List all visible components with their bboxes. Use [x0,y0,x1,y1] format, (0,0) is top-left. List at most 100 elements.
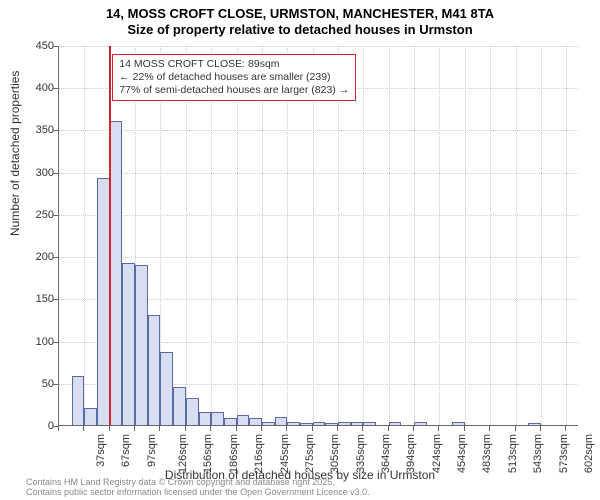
xtick-mark [312,426,313,431]
ytick-label: 0 [30,420,54,432]
histogram-bar [135,265,148,425]
xtick-label: 573sqm [558,434,570,473]
histogram-bar [122,263,135,425]
gridline-h [59,46,578,47]
histogram-bar [389,422,402,425]
title-line2: Size of property relative to detached ho… [0,22,600,37]
xtick-mark [83,426,84,431]
gridline-h [59,173,578,174]
xtick-label: 216sqm [253,434,265,473]
gridline-v [439,46,440,425]
ytick-mark [53,46,58,47]
xtick-label: 513sqm [507,434,519,473]
histogram-bar [110,121,123,425]
xtick-label: 394sqm [406,434,418,473]
ytick-mark [53,215,58,216]
histogram-bar [452,422,465,425]
gridline-v [237,46,238,425]
xtick-mark [515,426,516,431]
xtick-mark [286,426,287,431]
xtick-label: 364sqm [380,434,392,473]
y-axis-label: Number of detached properties [8,71,22,236]
ytick-mark [53,173,58,174]
xtick-label: 97sqm [146,434,158,467]
ytick-mark [53,299,58,300]
chart-container: 14, MOSS CROFT CLOSE, URMSTON, MANCHESTE… [0,0,600,500]
xtick-label: 67sqm [120,434,132,467]
ytick-mark [53,88,58,89]
ytick-label: 300 [30,167,54,179]
gridline-v [516,46,517,425]
histogram-bar [414,422,427,425]
xtick-label: 186sqm [228,434,240,473]
xtick-label: 424sqm [431,434,443,473]
histogram-bar [325,423,338,425]
ytick-mark [53,130,58,131]
plot-area: 14 MOSS CROFT CLOSE: 89sqm← 22% of detac… [58,46,578,426]
gridline-v [541,46,542,425]
xtick-label: 602sqm [583,434,595,473]
histogram-bar [224,418,237,425]
gridline-v [287,46,288,425]
ytick-label: 450 [30,40,54,52]
gridline-v [338,46,339,425]
histogram-bar [199,412,212,426]
annotation-line3: 77% of semi-detached houses are larger (… [119,84,349,97]
histogram-bar [351,422,364,425]
xtick-label: 275sqm [304,434,316,473]
gridline-h [59,130,578,131]
ytick-mark [53,257,58,258]
xtick-mark [337,426,338,431]
histogram-bar [363,422,376,425]
gridline-h [59,215,578,216]
gridline-v [313,46,314,425]
gridline-v [186,46,187,425]
xtick-label: 335sqm [355,434,367,473]
ytick-label: 200 [30,251,54,263]
xtick-mark [565,426,566,431]
xtick-mark [185,426,186,431]
annotation-line2: ← 22% of detached houses are smaller (23… [119,71,349,84]
histogram-bar [300,423,313,425]
gridline-v [465,46,466,425]
histogram-bar [211,412,224,426]
xtick-label: 245sqm [279,434,291,473]
xtick-mark [413,426,414,431]
histogram-bar [72,376,85,425]
histogram-bar [275,417,288,425]
ytick-label: 350 [30,124,54,136]
gridline-v [490,46,491,425]
xtick-mark [438,426,439,431]
property-marker-line [109,46,111,425]
histogram-bar [173,387,186,425]
annotation-line1: 14 MOSS CROFT CLOSE: 89sqm [119,58,349,71]
histogram-bar [338,422,351,425]
histogram-bar [262,422,275,425]
xtick-label: 483sqm [482,434,494,473]
xtick-mark [58,426,59,431]
xtick-mark [109,426,110,431]
xtick-label: 543sqm [532,434,544,473]
ytick-label: 250 [30,209,54,221]
xtick-mark [489,426,490,431]
ytick-label: 150 [30,293,54,305]
ytick-label: 100 [30,336,54,348]
histogram-bar [186,398,199,425]
xtick-mark [210,426,211,431]
xtick-mark [388,426,389,431]
ytick-label: 400 [30,82,54,94]
histogram-bar [249,418,262,425]
xtick-label: 37sqm [95,434,107,467]
gridline-v [363,46,364,425]
footer-line2: Contains public sector information licen… [26,488,370,498]
title-line1: 14, MOSS CROFT CLOSE, URMSTON, MANCHESTE… [0,6,600,21]
xtick-mark [261,426,262,431]
gridline-v [566,46,567,425]
gridline-v [262,46,263,425]
gridline-v [389,46,390,425]
gridline-v [414,46,415,425]
histogram-bar [237,415,250,425]
annotation-box: 14 MOSS CROFT CLOSE: 89sqm← 22% of detac… [112,54,356,101]
xtick-label: 454sqm [456,434,468,473]
ytick-label: 50 [30,378,54,390]
